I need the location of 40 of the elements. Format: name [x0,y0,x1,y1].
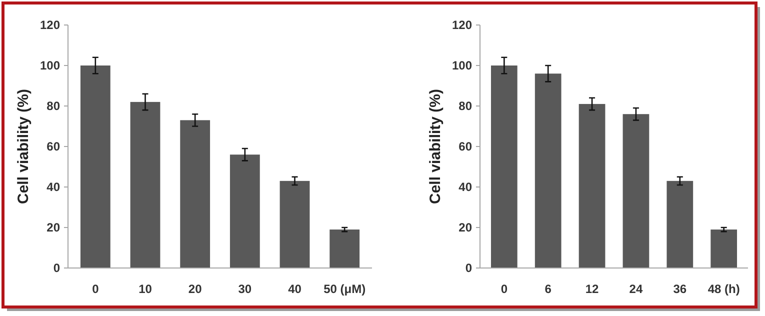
x-tick-label: 6 [544,282,552,296]
y-tick-label: 100 [452,58,472,73]
bar [710,230,738,268]
bar [578,104,606,268]
x-tick-label: 20 [188,282,202,296]
bar [230,154,260,268]
y-tick-label: 40 [458,180,472,194]
y-tick-label: 20 [458,220,472,235]
y-tick-label: 80 [46,99,60,114]
y-axis-title: Cell viability (%) [427,88,444,204]
y-tick-label: 0 [465,261,472,276]
y-tick-label: 120 [452,18,472,32]
y-axis-title: Cell viability (%) [15,88,32,204]
y-tick-label: 80 [458,99,472,114]
y-tick-label: 120 [40,18,60,32]
y-tick-label: 20 [46,220,60,235]
bar [534,74,562,268]
bar [280,180,310,268]
bar [80,66,110,268]
x-tick-label: 0 [92,282,100,296]
x-tick-label: 36 [673,282,687,296]
bar [330,230,360,268]
y-tick-label: 60 [458,140,472,154]
bar [490,66,518,268]
x-tick-label: 40 [288,282,302,296]
x-tick-label: 0 [500,282,508,296]
bar [666,180,694,268]
y-tick-label: 40 [46,180,60,194]
y-tick-label: 100 [40,58,60,73]
x-tick-label: 30 [238,282,252,296]
bar [130,102,160,268]
x-tick-label: 24 [629,282,643,296]
bar [180,120,210,268]
y-tick-label: 0 [53,261,60,276]
x-tick-label: 48 (h) [708,282,740,296]
x-tick-label: 50 (μM) [324,282,366,296]
y-tick-label: 60 [46,140,60,154]
x-tick-label: 12 [585,282,600,296]
x-tick-label: 10 [138,282,152,296]
bar [622,114,650,268]
